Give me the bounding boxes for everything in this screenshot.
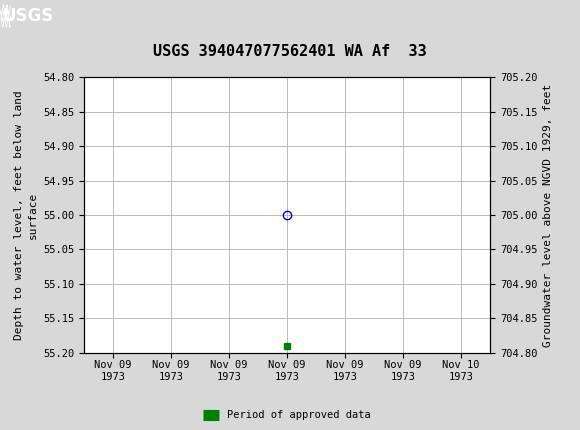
Text: USGS 394047077562401 WA Af  33: USGS 394047077562401 WA Af 33 xyxy=(153,44,427,59)
Y-axis label: Groundwater level above NGVD 1929, feet: Groundwater level above NGVD 1929, feet xyxy=(543,83,553,347)
Text: USGS: USGS xyxy=(3,7,54,25)
Y-axis label: Depth to water level, feet below land
surface: Depth to water level, feet below land su… xyxy=(14,90,38,340)
Legend: Period of approved data: Period of approved data xyxy=(199,406,375,424)
